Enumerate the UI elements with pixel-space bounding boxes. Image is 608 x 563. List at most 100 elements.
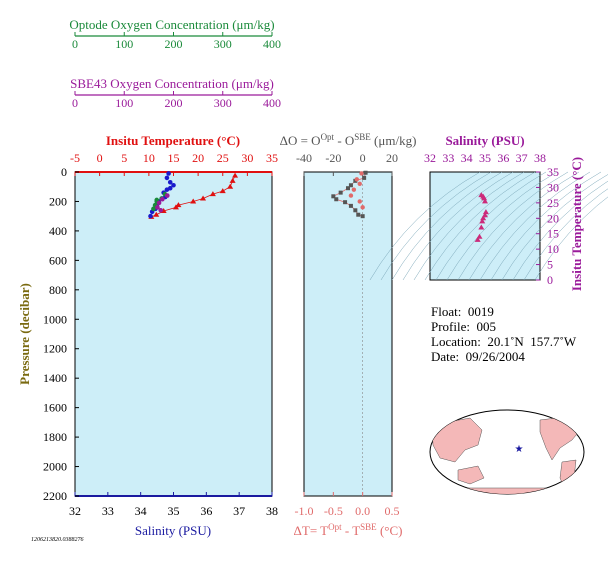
sbe-tick-label: 300 <box>214 96 232 110</box>
delta-t-point <box>359 171 364 176</box>
ts-salinity-tick-label: 33 <box>442 151 454 165</box>
ts-density-contour <box>457 171 569 281</box>
delta-t-label-sup-sbe: SBE <box>360 522 377 532</box>
world-map: ★ <box>429 409 585 495</box>
pressure-axis-ticks: 0 200 400 600 800 1000 1200 1400 1600 1800 2000 220… <box>43 165 79 503</box>
delta-t-axis-label: ΔT= TOpt - TSBE (°C) <box>294 522 403 538</box>
delta-t-tick-label: -1.0 <box>295 504 314 518</box>
pressure-tick-label: 400 <box>49 224 67 238</box>
profile-data-marks <box>148 171 239 219</box>
sbe-tick-label: 0 <box>72 96 78 110</box>
salinity-point <box>171 182 176 188</box>
ts-density-contour <box>468 171 580 281</box>
pressure-tick-label: 1600 <box>43 401 67 415</box>
map-land-asia <box>431 417 483 463</box>
delta-t-tick-label: -0.5 <box>324 504 343 518</box>
salinity-point <box>164 175 170 181</box>
optode-tick-label: 200 <box>165 37 183 51</box>
ts-temperature-tick-label: 35 <box>547 165 559 179</box>
ts-temperature-tick-label: 20 <box>547 211 559 225</box>
temperature-tick-label: -5 <box>70 151 80 165</box>
delta-t-point <box>351 187 357 192</box>
salinity-point <box>164 187 170 192</box>
sbe-point <box>156 200 162 206</box>
salinity-tick-label: 34 <box>135 504 147 518</box>
delta-o-point <box>346 186 350 191</box>
temperature-tick-label: 30 <box>241 151 253 165</box>
salinity-tick-label: 36 <box>200 504 212 518</box>
ts-density-contour <box>534 196 608 281</box>
delta-o-point <box>360 214 365 219</box>
salinity-tick-label: 37 <box>233 504 245 518</box>
ts-temperature-tick-label: 15 <box>547 227 559 241</box>
ts-density-contour <box>380 171 492 281</box>
ts-point <box>482 198 488 204</box>
ts-density-contour <box>446 171 558 281</box>
sbe-point <box>155 205 160 210</box>
temperature-point <box>172 204 179 210</box>
ts-salinity-title: Salinity (PSU) <box>445 133 524 148</box>
ts-density-contour <box>391 171 503 281</box>
temperature-tick-label: 25 <box>217 151 229 165</box>
optode-tick-label: 400 <box>263 37 281 51</box>
sbe-tick-label: 200 <box>165 96 183 110</box>
ts-density-contour <box>369 171 481 281</box>
ts-density-contour <box>402 171 514 281</box>
temperature-point <box>219 188 226 194</box>
sbe-tick-label: 100 <box>115 96 133 110</box>
ts-point <box>479 218 486 224</box>
profile-plot-area <box>74 171 273 497</box>
sbe-tick-label: 400 <box>263 96 281 110</box>
pressure-tick-label: 1000 <box>43 312 67 326</box>
ts-temperature-tick-label: 30 <box>547 180 559 194</box>
ts-temperature-tick-label: 10 <box>547 242 559 256</box>
optode-tick-label: 0 <box>72 37 78 51</box>
delta-t-tick-label: 0.5 <box>385 504 400 518</box>
optode-axis-ticks: 0 100 200 300 400 <box>72 32 281 51</box>
sbe-point <box>164 193 170 198</box>
delta-o-tick-label: -20 <box>325 151 341 165</box>
pressure-tick-label: 1200 <box>43 342 67 356</box>
temperature-point <box>232 172 239 178</box>
ts-point <box>480 215 487 221</box>
temperature-tick-label: 0 <box>97 151 103 165</box>
sbe-axis-label: SBE43 Oxygen Concentration (μm/kg) <box>70 76 274 91</box>
delta-t-point <box>357 199 362 204</box>
temperature-tick-label: 15 <box>168 151 180 165</box>
footer-code: 1206213820.0388276 <box>31 537 84 543</box>
delta-t-label-part: (°C) <box>377 523 403 538</box>
temperature-tick-label: 20 <box>192 151 204 165</box>
salinity-tick-label: 32 <box>69 504 81 518</box>
ts-density-contour <box>490 171 602 281</box>
ts-salinity-tick-label: 37 <box>516 151 528 165</box>
salinity-point <box>166 171 171 176</box>
pressure-tick-label: 1800 <box>43 430 67 444</box>
delta-t-label-sup-opt: Opt <box>328 522 342 532</box>
ts-density-contour <box>501 174 608 281</box>
ts-point <box>474 236 481 242</box>
difference-data-marks <box>331 170 368 219</box>
map-land-south-america <box>559 459 577 493</box>
temperature-tick-label: 10 <box>143 151 155 165</box>
sbe-point <box>158 207 164 213</box>
ts-point <box>482 209 489 215</box>
delta-o-tick-label: -40 <box>296 151 312 165</box>
temperature-axis-title: Insitu Temperature (°C) <box>106 133 240 148</box>
profile-info: Profile: 005 <box>431 319 496 334</box>
salinity-axis-ticks: 32 33 34 35 36 37 38 <box>69 492 278 518</box>
pressure-tick-label: 0 <box>61 165 67 179</box>
delta-t-point <box>357 181 362 186</box>
optode-tick-label: 300 <box>214 37 232 51</box>
pressure-tick-label: 1400 <box>43 371 67 385</box>
temperature-point <box>229 177 236 183</box>
delta-t-label-part: ΔT= T <box>294 523 329 538</box>
delta-o-point <box>348 203 353 208</box>
ts-temperature-tick-label: 25 <box>547 196 559 210</box>
difference-plot-area <box>303 171 393 497</box>
ts-density-contour <box>424 171 536 281</box>
delta-o-point <box>363 170 368 175</box>
delta-o-point <box>362 175 367 180</box>
float-location-marker: ★ <box>515 444 524 455</box>
pressure-tick-label: 800 <box>49 283 67 297</box>
